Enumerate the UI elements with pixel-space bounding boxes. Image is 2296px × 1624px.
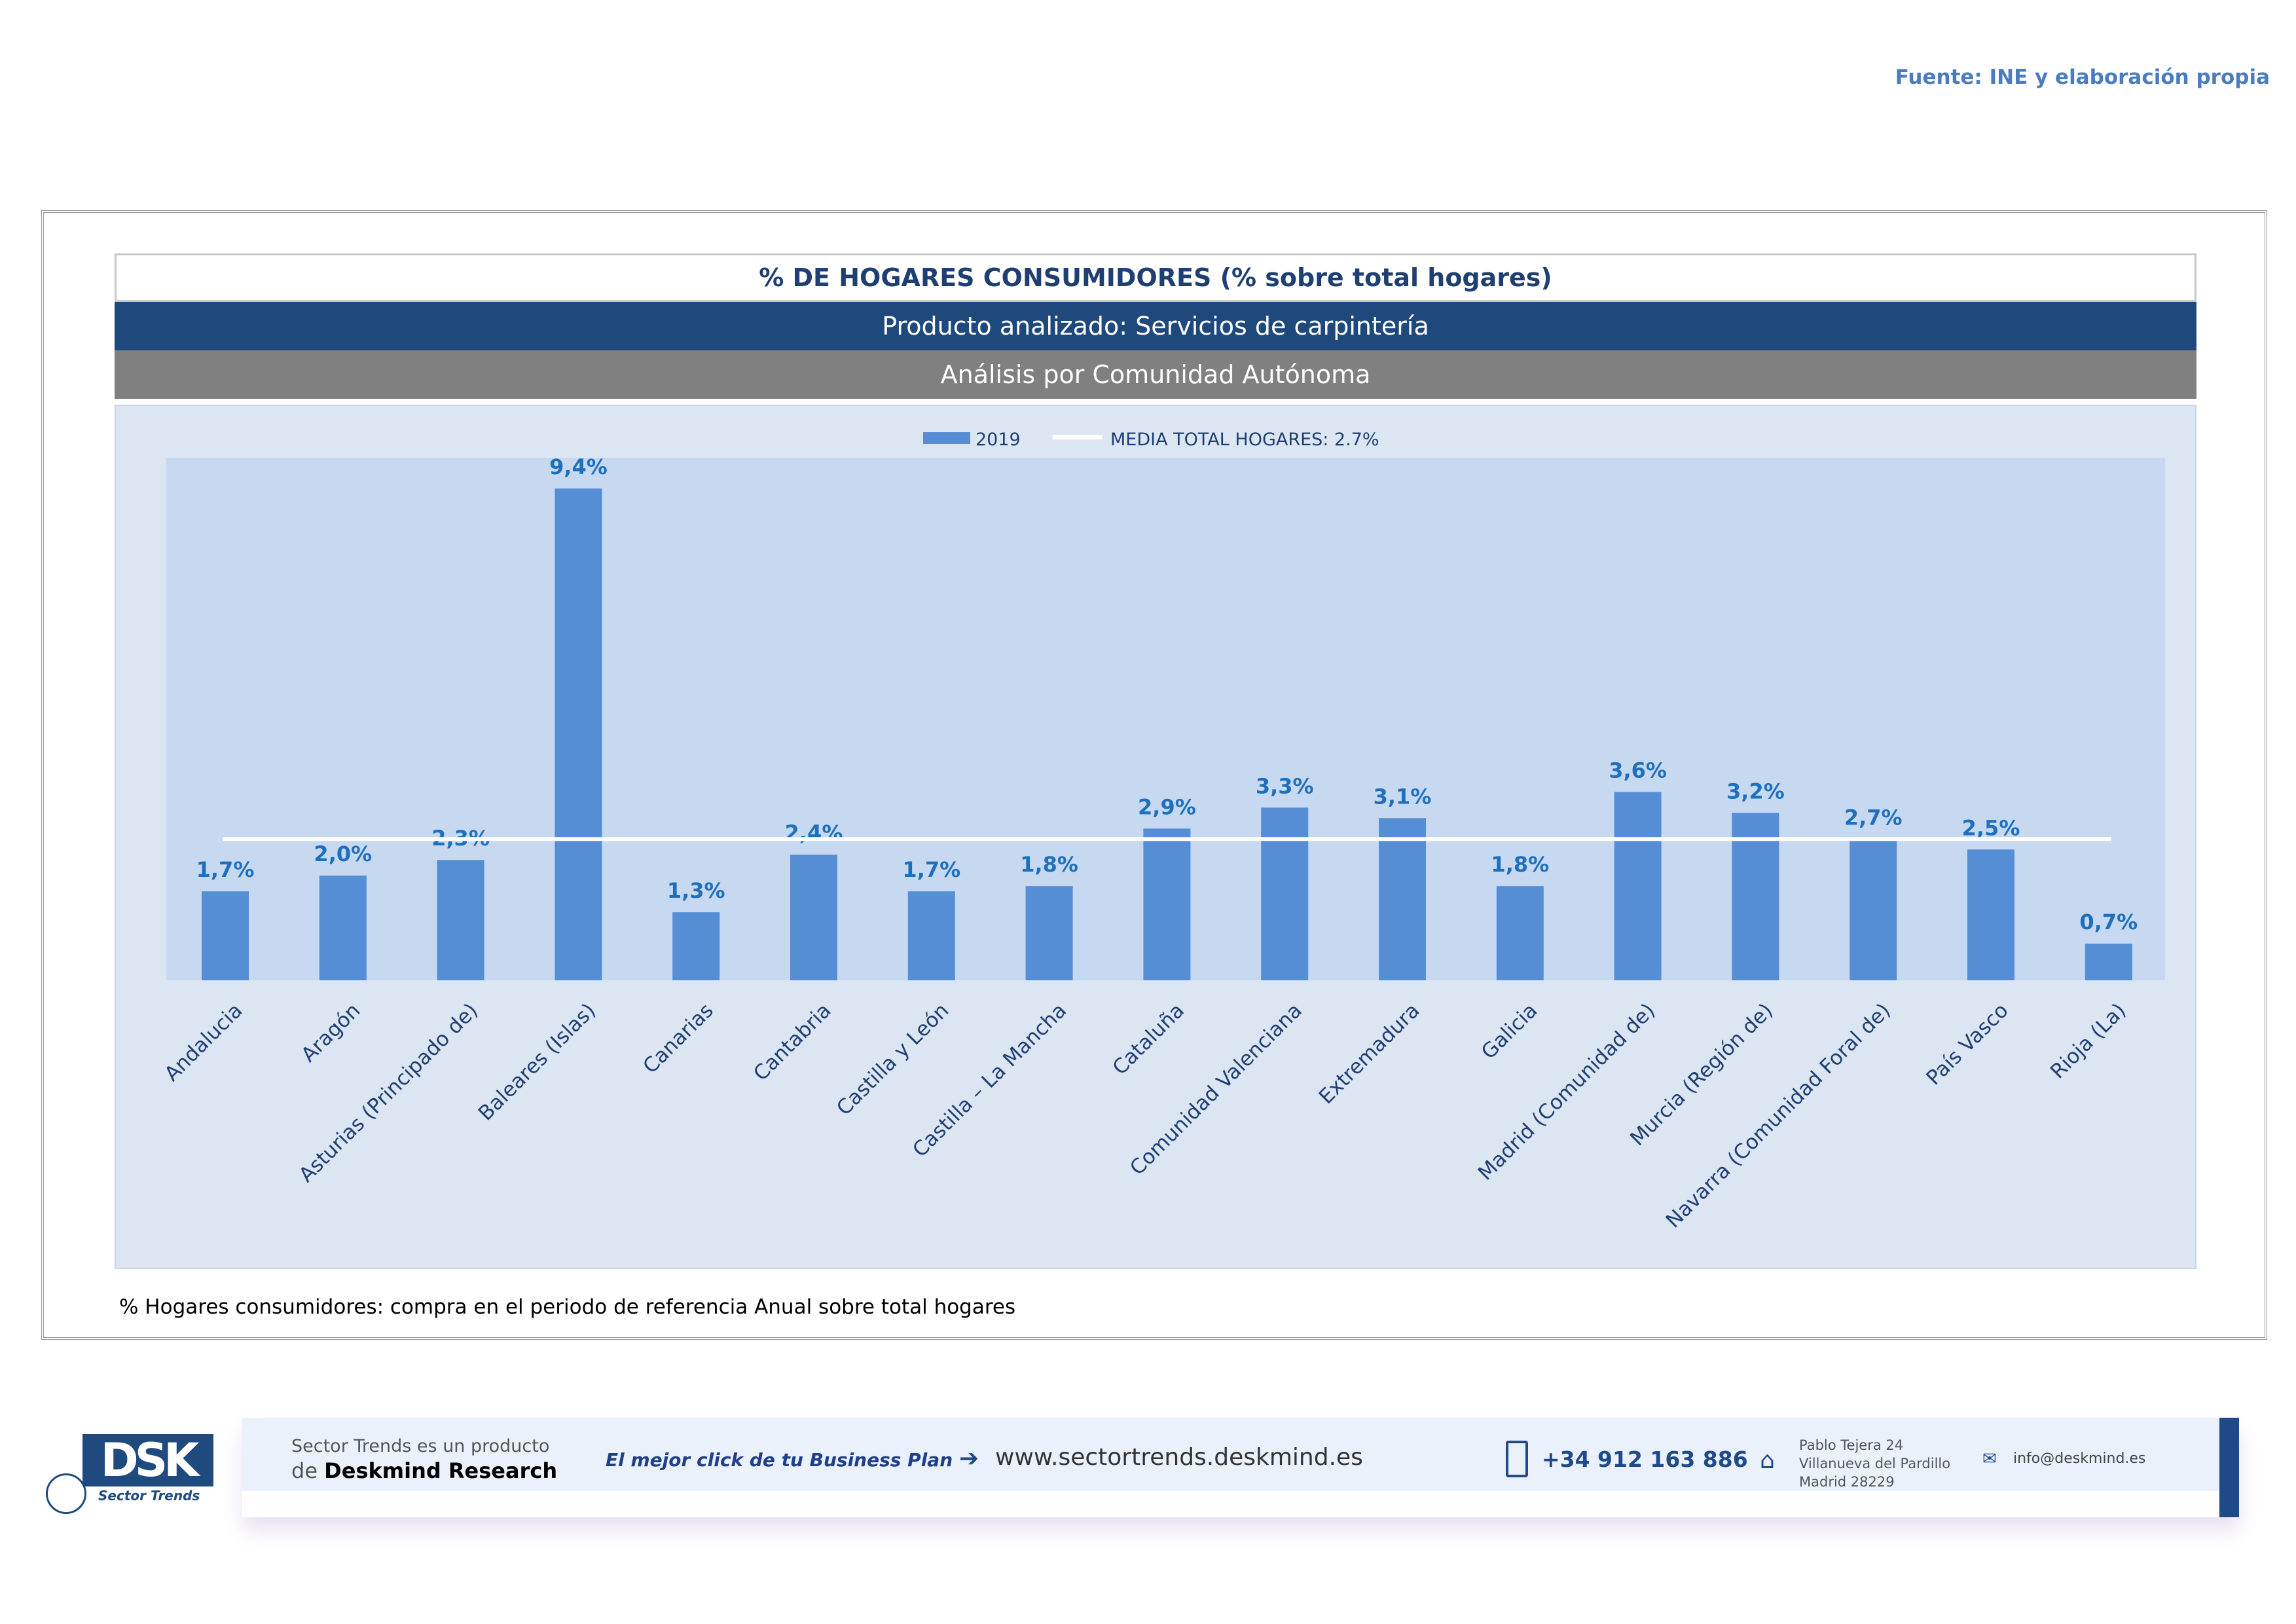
data-label: 2,7% bbox=[1844, 805, 1903, 830]
product-line: Sector Trends es un producto bbox=[291, 1436, 550, 1456]
x-tick-label: Navarra (Comunidad Foral de) bbox=[1662, 999, 1895, 1232]
data-label: 2,0% bbox=[314, 841, 372, 866]
bar-8 bbox=[1143, 828, 1191, 980]
bar-5 bbox=[790, 855, 837, 980]
footer-banner: Sector Trends es un producto de Deskmind… bbox=[242, 1418, 2239, 1517]
x-tick-label: País Vasco bbox=[1922, 999, 2013, 1090]
logo-mark: DSK bbox=[82, 1434, 213, 1486]
x-tick-label: Castilla y León bbox=[832, 999, 953, 1120]
mail-icon: ✉ bbox=[1982, 1449, 1997, 1469]
bar-2 bbox=[437, 860, 484, 980]
bar-11 bbox=[1496, 886, 1544, 980]
x-tick-label: Cantabria bbox=[749, 999, 836, 1086]
address-line: Villanueva del Pardillo bbox=[1799, 1456, 1951, 1471]
data-label: 1,3% bbox=[667, 878, 725, 903]
bar-4 bbox=[672, 912, 720, 980]
x-tick-label: Rioja (La) bbox=[2046, 999, 2130, 1083]
bar-1 bbox=[319, 876, 367, 980]
x-tick-label: Baleares (Islas) bbox=[474, 999, 600, 1125]
x-tick-label: Andalucia bbox=[160, 999, 247, 1086]
data-label: 3,6% bbox=[1609, 758, 1667, 783]
data-label: 1,8% bbox=[1491, 852, 1549, 877]
bar-0 bbox=[202, 891, 249, 980]
analysis-band: Análisis por Comunidad Autónoma bbox=[115, 350, 2196, 399]
address-line: Madrid 28229 bbox=[1799, 1474, 1895, 1490]
product-prefix: de bbox=[291, 1458, 318, 1483]
phone-number: +34 912 163 886 bbox=[1542, 1447, 1748, 1472]
rocket-icon bbox=[46, 1473, 86, 1514]
bar-10 bbox=[1379, 818, 1426, 980]
footer-bottom bbox=[242, 1491, 2219, 1517]
brand-name: Deskmind Research bbox=[324, 1458, 558, 1483]
x-tick-label: Canarias bbox=[638, 999, 718, 1078]
data-label: 0,7% bbox=[2079, 910, 2138, 934]
bar-12 bbox=[1614, 792, 1662, 980]
bar-3 bbox=[555, 488, 602, 980]
slogan: El mejor click de tu Business Plan bbox=[606, 1449, 953, 1471]
data-label: 2,5% bbox=[1962, 815, 2020, 840]
bar-7 bbox=[1025, 886, 1073, 980]
data-label: 1,7% bbox=[196, 857, 255, 882]
website-link[interactable]: www.sectortrends.deskmind.es bbox=[995, 1444, 1363, 1471]
data-label: 2,9% bbox=[1138, 794, 1196, 819]
phone-icon bbox=[1506, 1441, 1528, 1477]
bar-chart: 2019 MEDIA TOTAL HOGARES: 2.7% 1,7% Andaluc… bbox=[160, 430, 2165, 1232]
data-label: 1,8% bbox=[1020, 852, 1078, 877]
x-tick-label: Aragón bbox=[297, 999, 365, 1067]
data-label: 3,2% bbox=[1726, 779, 1785, 803]
legend-label-2019: 2019 bbox=[975, 430, 1021, 450]
source-note: Fuente: INE y elaboración propia bbox=[1895, 65, 2270, 89]
x-tick-label: Galicia bbox=[1477, 999, 1542, 1064]
x-tick-label: Extremadura bbox=[1315, 999, 1425, 1109]
logo-subtitle: Sector Trends bbox=[98, 1488, 200, 1504]
address-line: Pablo Tejera 24 bbox=[1799, 1437, 1904, 1453]
dsk-logo: DSK Sector Trends bbox=[46, 1428, 216, 1514]
product-band: Producto analizado: Servicios de carpint… bbox=[115, 302, 2196, 350]
x-tick-label: Cataluña bbox=[1108, 999, 1190, 1080]
footnote: % Hogares consumidores: compra en el per… bbox=[119, 1295, 1016, 1319]
data-label: 3,1% bbox=[1374, 784, 1432, 809]
bar-15 bbox=[1967, 849, 2014, 980]
bar-16 bbox=[2085, 944, 2132, 980]
chart-title: % DE HOGARES CONSUMIDORES (% sobre total… bbox=[115, 253, 2196, 302]
report-frame bbox=[41, 210, 2267, 1340]
login-icon: ➔ bbox=[959, 1445, 979, 1472]
footer-accent bbox=[2219, 1418, 2239, 1517]
legend-swatch-media bbox=[1053, 435, 1102, 439]
legend-label-media: MEDIA TOTAL HOGARES: 2.7% bbox=[1110, 430, 1379, 450]
data-label: 2,4% bbox=[785, 821, 843, 845]
home-icon: ⌂ bbox=[1760, 1447, 1775, 1474]
data-label: 9,4% bbox=[549, 454, 608, 479]
data-label: 3,3% bbox=[1256, 773, 1314, 798]
bar-9 bbox=[1261, 807, 1309, 980]
bar-6 bbox=[907, 891, 955, 980]
data-label: 1,7% bbox=[902, 857, 960, 882]
address: Pablo Tejera 24 Villanueva del Pardillo Ma… bbox=[1799, 1436, 1950, 1491]
email-link[interactable]: info@deskmind.es bbox=[2013, 1450, 2146, 1467]
legend-swatch-2019 bbox=[923, 432, 970, 444]
bar-14 bbox=[1850, 839, 1897, 980]
